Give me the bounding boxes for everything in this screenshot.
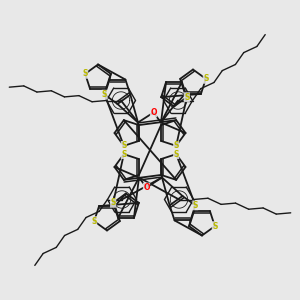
- Text: S: S: [92, 217, 97, 226]
- Text: O: O: [143, 183, 150, 192]
- Text: O: O: [150, 108, 157, 117]
- Text: S: S: [82, 69, 88, 78]
- Text: S: S: [102, 90, 107, 99]
- Text: S: S: [193, 201, 198, 210]
- Text: S: S: [121, 141, 127, 150]
- Text: S: S: [173, 150, 179, 159]
- Text: S: S: [203, 74, 208, 83]
- Text: S: S: [173, 141, 179, 150]
- Text: S: S: [110, 198, 116, 207]
- Text: S: S: [184, 93, 190, 102]
- Text: S: S: [121, 150, 127, 159]
- Text: S: S: [212, 222, 218, 231]
